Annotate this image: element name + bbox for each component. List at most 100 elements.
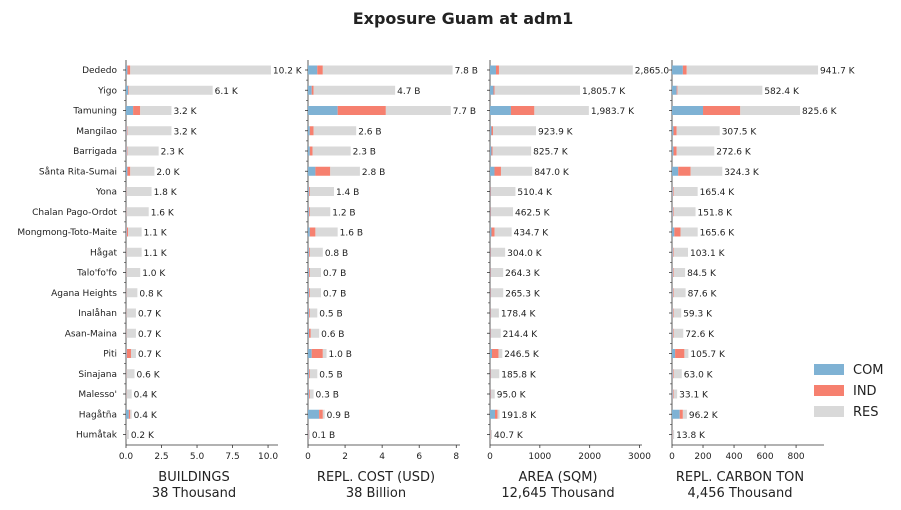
- bar-ind: [682, 65, 687, 75]
- data-label: 214.4 K: [503, 330, 539, 340]
- data-label: 7.7 B: [453, 107, 476, 117]
- bar-ind: [493, 85, 495, 95]
- bar-ind: [308, 268, 310, 277]
- bar-res: [673, 369, 682, 379]
- bar-com: [126, 227, 127, 237]
- bar-com: [126, 166, 128, 176]
- bar-res: [126, 308, 136, 318]
- data-label: 63.0 K: [684, 370, 714, 380]
- bar-res: [330, 166, 360, 176]
- data-label: 0.9 B: [327, 411, 350, 421]
- bar-ind: [673, 126, 677, 136]
- bar-res: [309, 389, 314, 399]
- data-label: 434.7 K: [514, 229, 550, 239]
- data-label: 847.0 K: [534, 168, 570, 178]
- bar-ind: [309, 126, 314, 136]
- bar-ind: [672, 288, 674, 298]
- bar-ind: [678, 166, 691, 176]
- data-label: 272.6 K: [716, 148, 752, 158]
- data-label: 84.5 K: [687, 269, 717, 279]
- bar-com: [490, 126, 492, 136]
- data-label: 2.3 B: [353, 148, 376, 158]
- x-axis-total: 12,645 Thousand: [501, 486, 614, 501]
- bar-com: [308, 328, 309, 338]
- bar-res: [126, 430, 129, 439]
- bar-com: [672, 268, 673, 277]
- x-tick-label: 4: [379, 452, 385, 462]
- category-label: Mongmong-Toto-Maite: [17, 228, 117, 238]
- data-label: 165.6 K: [700, 229, 736, 239]
- bar-res: [497, 409, 500, 419]
- data-label: 510.4 K: [517, 188, 553, 198]
- bar-res: [690, 166, 723, 176]
- panel-2: 7.8 B 4.7 B 7.7 B 2.6 B 2.3 B 2.8 B1.4 B 1.2 B…: [305, 60, 478, 501]
- data-label: 105.7 K: [690, 350, 726, 360]
- bar-res: [498, 349, 503, 358]
- chart-title: Exposure Guam at adm1: [353, 9, 574, 28]
- data-label: 582.4 K: [764, 87, 800, 97]
- bar-ind: [491, 349, 499, 358]
- bar-res: [309, 207, 331, 217]
- bar-res: [673, 268, 686, 277]
- data-label: 307.5 K: [722, 127, 758, 137]
- bar-ind: [672, 369, 674, 379]
- legend-label-com: COM: [853, 363, 884, 378]
- bar-res: [308, 430, 310, 439]
- data-label: 2.6 B: [358, 127, 381, 137]
- data-label: 0.7 B: [323, 269, 346, 279]
- data-label: 13.8 K: [676, 431, 706, 441]
- bar-com: [490, 85, 494, 95]
- legend-label-res: RES: [853, 405, 879, 420]
- bar-res: [490, 430, 493, 439]
- x-axis-label: REPL. CARBON TON: [676, 470, 804, 485]
- bar-ind: [133, 106, 141, 115]
- bar-res: [490, 328, 501, 338]
- bar-res: [309, 187, 334, 196]
- data-label: 246.5 K: [504, 350, 540, 360]
- bar-com: [490, 409, 495, 419]
- data-label: 324.3 K: [724, 168, 760, 178]
- bar-ind: [126, 146, 128, 156]
- bar-ind: [673, 146, 677, 156]
- bar-com: [672, 146, 674, 156]
- x-tick-label: 2.5: [154, 452, 168, 462]
- bar-com: [672, 409, 680, 419]
- bar-res: [140, 106, 172, 115]
- x-tick-label: 2: [342, 452, 348, 462]
- bar-res: [130, 65, 271, 75]
- data-label: 1.4 B: [336, 188, 359, 198]
- legend-label-ind: IND: [853, 384, 877, 399]
- data-label: 941.7 K: [820, 67, 856, 77]
- bar-res: [385, 106, 451, 115]
- bar-res: [128, 227, 142, 237]
- bar-res: [130, 166, 155, 176]
- data-label: 33.1 K: [679, 391, 709, 401]
- bar-ind: [308, 288, 310, 298]
- bar-com: [308, 207, 309, 217]
- bar-ind: [676, 85, 678, 95]
- bar-com: [126, 146, 127, 156]
- bar-com: [308, 227, 310, 237]
- x-tick-label: 400: [725, 452, 742, 462]
- category-label: Asan-Maina: [65, 329, 117, 339]
- bar-res: [498, 65, 633, 75]
- bar-ind: [309, 146, 313, 156]
- bar-com: [672, 207, 673, 217]
- bar-ind: [127, 166, 131, 176]
- bar-ind: [491, 146, 493, 156]
- bar-com: [490, 349, 492, 358]
- x-axis-total: 38 Billion: [346, 486, 406, 501]
- data-label: 87.6 K: [688, 289, 718, 299]
- legend-swatch-ind: [814, 385, 844, 396]
- bar-com: [308, 349, 312, 358]
- x-tick-label: 600: [756, 452, 773, 462]
- bar-ind: [675, 349, 685, 358]
- data-label: 825.7 K: [533, 148, 569, 158]
- bar-com: [672, 65, 683, 75]
- category-label: Sånta Rita-Sumai: [39, 166, 117, 177]
- category-label: Sinajana: [78, 370, 117, 380]
- x-axis-label: REPL. COST (USD): [317, 470, 435, 485]
- bar-ind: [491, 227, 495, 237]
